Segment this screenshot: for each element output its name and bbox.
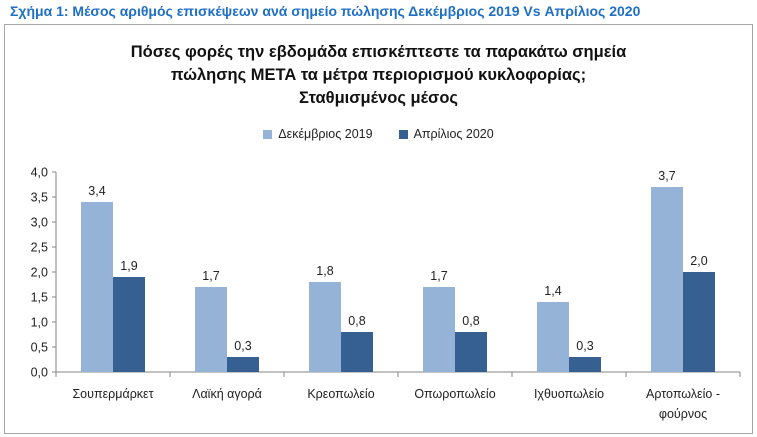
y-tick-label: 1,5 (31, 291, 48, 305)
bar-dec-2019 (423, 287, 455, 372)
x-tick-label: Οπωροπωλείο (414, 387, 495, 401)
y-tick-label: 1,0 (31, 316, 48, 330)
data-label: 1,4 (544, 284, 561, 298)
bar-apr-2020 (227, 357, 259, 372)
data-label: 3,4 (88, 184, 105, 198)
y-tick-label: 3,5 (31, 191, 48, 205)
x-tick-label: φούρνος (659, 407, 707, 421)
data-label: 1,8 (316, 264, 333, 278)
bar-apr-2020 (113, 277, 145, 372)
legend-label-series-2: Απρίλιος 2020 (413, 127, 494, 141)
legend-item-series-2: Απρίλιος 2020 (398, 127, 494, 141)
data-label: 0,3 (234, 339, 251, 353)
x-tick-label: Λαϊκή αγορά (192, 387, 262, 401)
bar-dec-2019 (651, 187, 683, 372)
figure-caption: Σχήμα 1: Μέσος αριθμός επισκέψεων ανά ση… (10, 3, 641, 19)
bar-apr-2020 (569, 357, 601, 372)
chart-legend: Δεκέμβριος 2019 Απρίλιος 2020 (0, 127, 757, 141)
legend-item-series-1: Δεκέμβριος 2019 (263, 127, 373, 141)
bar-apr-2020 (455, 332, 487, 372)
chart-title-line-3: Σταθμισμένος μέσος (299, 89, 458, 107)
x-tick-label: Κρεοπωλείο (307, 387, 374, 401)
data-label: 1,7 (430, 269, 447, 283)
bar-apr-2020 (341, 332, 373, 372)
data-label: 1,7 (202, 269, 219, 283)
legend-swatch-series-2 (398, 129, 408, 139)
bar-dec-2019 (309, 282, 341, 372)
y-tick-label: 2,0 (31, 266, 48, 280)
y-tick-label: 3,0 (31, 216, 48, 230)
bar-dec-2019 (537, 302, 569, 372)
y-tick-label: 4,0 (31, 166, 48, 180)
data-label: 3,7 (658, 169, 675, 183)
data-label: 0,3 (576, 339, 593, 353)
legend-swatch-series-1 (263, 129, 273, 139)
x-tick-label: Σουπερμάρκετ (72, 387, 153, 401)
y-tick-label: 0,0 (31, 366, 48, 380)
bar-dec-2019 (195, 287, 227, 372)
y-tick-label: 2,5 (31, 241, 48, 255)
data-label: 2,0 (690, 254, 707, 268)
data-label: 0,8 (348, 314, 365, 328)
chart-title-line-1: Πόσες φορές την εβδομάδα επισκέπτεστε τα… (130, 43, 627, 61)
bar-apr-2020 (683, 272, 715, 372)
y-tick-label: 0,5 (31, 341, 48, 355)
chart-title-line-2: πώλησης ΜΕΤΑ τα μέτρα περιορισμού κυκλοφ… (170, 66, 587, 84)
x-tick-label: Ιχθυοπωλείο (534, 387, 604, 401)
bar-dec-2019 (81, 202, 113, 372)
data-label: 0,8 (462, 314, 479, 328)
data-label: 1,9 (120, 259, 137, 273)
x-tick-label: Αρτοπωλείο - (646, 387, 720, 401)
legend-label-series-1: Δεκέμβριος 2019 (278, 127, 373, 141)
